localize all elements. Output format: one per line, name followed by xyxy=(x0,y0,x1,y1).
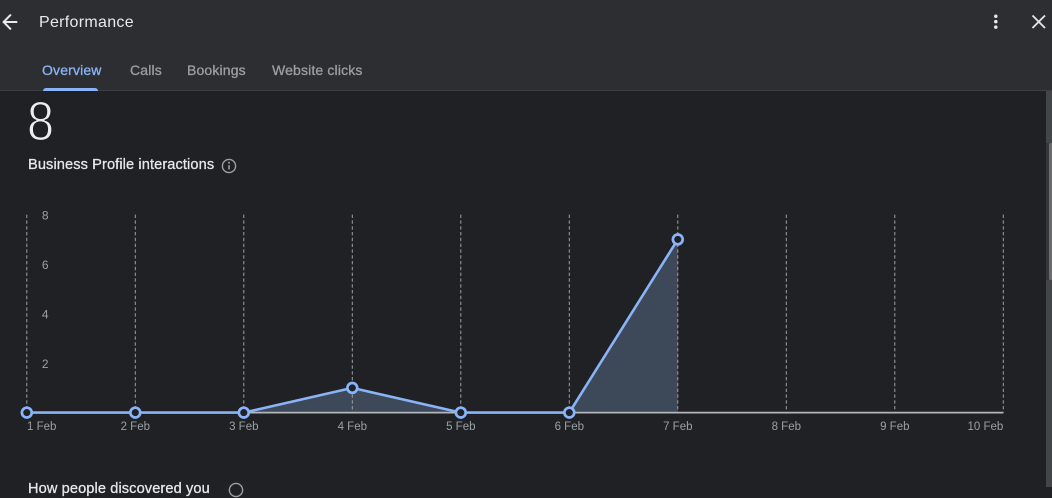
svg-text:3 Feb: 3 Feb xyxy=(229,421,258,433)
svg-text:1 Feb: 1 Feb xyxy=(27,421,56,433)
svg-text:8: 8 xyxy=(42,209,49,223)
svg-text:2 Feb: 2 Feb xyxy=(121,421,150,433)
svg-text:9 Feb: 9 Feb xyxy=(880,421,909,433)
svg-text:7 Feb: 7 Feb xyxy=(663,421,692,433)
svg-text:2: 2 xyxy=(42,357,49,371)
svg-text:6: 6 xyxy=(42,258,49,272)
svg-text:8 Feb: 8 Feb xyxy=(772,421,801,433)
svg-text:6 Feb: 6 Feb xyxy=(555,421,584,433)
svg-text:4 Feb: 4 Feb xyxy=(338,421,367,433)
svg-text:4: 4 xyxy=(42,308,49,322)
svg-text:5 Feb: 5 Feb xyxy=(446,421,475,433)
svg-text:10 Feb: 10 Feb xyxy=(967,421,1003,433)
